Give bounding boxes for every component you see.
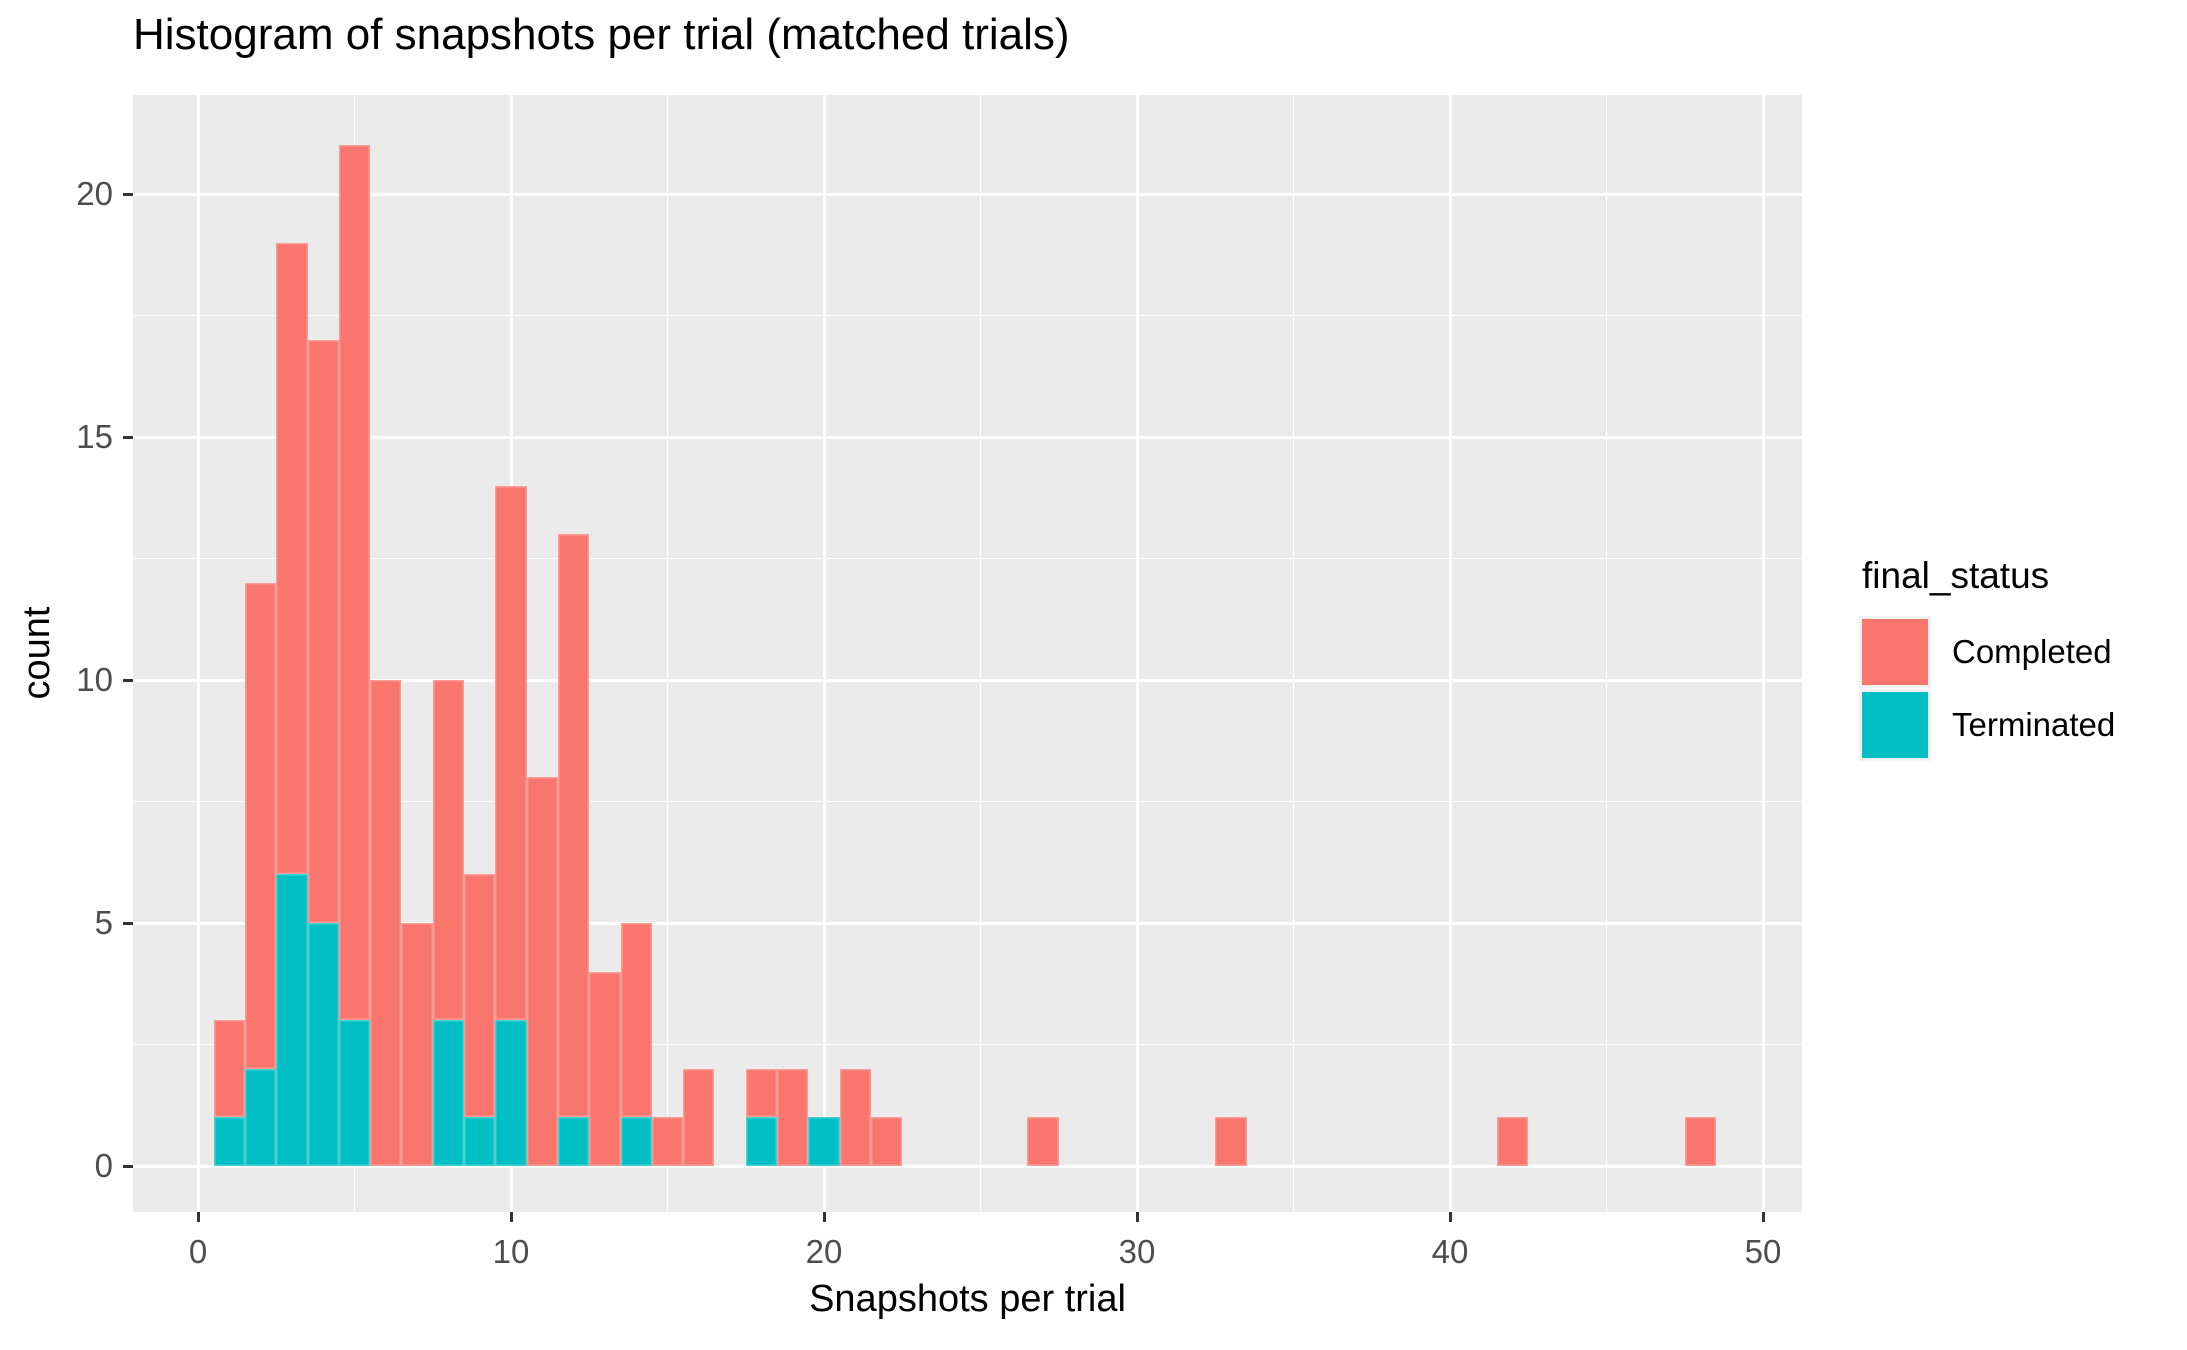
bar-completed-x5 — [338, 145, 371, 1021]
gridline-x-major — [1135, 95, 1139, 1212]
bar-completed-x18 — [745, 1068, 778, 1118]
x-axis-title: Snapshots per trial — [809, 1278, 1126, 1320]
gridline-x-minor — [1605, 95, 1608, 1212]
bar-terminated-x18 — [745, 1117, 778, 1166]
bar-terminated-x10 — [495, 1020, 527, 1166]
gridline-y-major — [133, 678, 1802, 682]
gridline-x-major — [1761, 95, 1765, 1212]
bar-completed-x4 — [307, 339, 339, 923]
legend: final_status Completed Terminated — [1859, 555, 2187, 765]
gridline-y-minor — [133, 314, 1802, 317]
x-tick-30 — [1135, 1212, 1139, 1222]
bar-completed-x33 — [1215, 1117, 1247, 1166]
gridline-x-minor — [666, 95, 669, 1212]
bar-terminated-x14 — [620, 1117, 652, 1166]
bar-completed-x22 — [870, 1117, 903, 1166]
x-tick-20 — [822, 1212, 826, 1222]
y-tick-5 — [123, 921, 133, 925]
bar-completed-x8 — [432, 680, 465, 1021]
y-tick-10 — [123, 678, 133, 682]
x-tick-40 — [1448, 1212, 1452, 1222]
gridline-x-major — [196, 95, 200, 1212]
y-tick-0 — [123, 1164, 133, 1168]
x-tick-label-40: 40 — [1431, 1233, 1469, 1270]
bar-completed-x10 — [495, 485, 527, 1021]
bar-terminated-x1 — [213, 1117, 245, 1166]
legend-entry-terminated: Terminated — [1859, 689, 2187, 761]
bar-completed-x12 — [557, 534, 590, 1118]
legend-label: Terminated — [1952, 706, 2116, 743]
gridline-x-major — [822, 95, 826, 1212]
x-tick-10 — [509, 1212, 513, 1222]
bar-completed-x3 — [276, 242, 308, 875]
gridline-y-minor — [133, 800, 1802, 803]
bar-completed-x9 — [464, 874, 496, 1118]
x-tick-0 — [196, 1212, 200, 1222]
bar-completed-x48 — [1684, 1117, 1717, 1166]
gridline-y-minor — [133, 1043, 1802, 1046]
bar-completed-x7 — [401, 923, 433, 1166]
legend-swatch-completed — [1859, 616, 1931, 688]
bar-completed-x13 — [589, 971, 621, 1166]
bar-completed-x27 — [1027, 1117, 1059, 1166]
y-tick-label-0: 0 — [94, 1147, 113, 1184]
bar-completed-x21 — [839, 1068, 871, 1166]
gridline-x-minor — [979, 95, 982, 1212]
bar-terminated-x9 — [464, 1117, 496, 1166]
y-tick-label-20: 20 — [76, 175, 113, 212]
y-tick-label-10: 10 — [76, 661, 113, 698]
y-tick-label-5: 5 — [94, 904, 113, 941]
legend-entry-completed: Completed — [1859, 616, 2187, 688]
bar-terminated-x2 — [244, 1068, 277, 1166]
gridline-y-major — [133, 921, 1802, 925]
gridline-y-major — [133, 1164, 1802, 1168]
y-tick-15 — [123, 435, 133, 439]
bar-completed-x15 — [651, 1117, 684, 1166]
bar-terminated-x5 — [338, 1020, 371, 1166]
bar-terminated-x8 — [432, 1020, 465, 1166]
x-tick-label-20: 20 — [805, 1233, 843, 1270]
bar-completed-x19 — [777, 1068, 809, 1166]
y-axis-title: count — [16, 606, 58, 700]
gridline-y-minor — [133, 557, 1802, 560]
bar-completed-x16 — [683, 1068, 715, 1166]
x-tick-label-30: 30 — [1118, 1233, 1156, 1270]
legend-label: Completed — [1952, 633, 2112, 670]
bar-terminated-x3 — [276, 874, 308, 1166]
bar-terminated-x20 — [808, 1117, 840, 1166]
y-tick-label-15: 15 — [76, 418, 113, 455]
bar-completed-x14 — [620, 923, 652, 1118]
plot-title: Histogram of snapshots per trial (matche… — [133, 10, 1070, 59]
bar-completed-x42 — [1496, 1117, 1529, 1166]
bar-completed-x2 — [244, 582, 277, 1069]
gridline-x-major — [1448, 95, 1452, 1212]
legend-swatch-terminated — [1859, 689, 1931, 761]
legend-title: final_status — [1862, 555, 2050, 596]
bar-terminated-x4 — [307, 923, 339, 1166]
x-tick-label-50: 50 — [1744, 1233, 1782, 1270]
x-tick-label-10: 10 — [492, 1233, 530, 1270]
x-tick-label-0: 0 — [188, 1233, 208, 1270]
x-tick-50 — [1761, 1212, 1765, 1222]
gridline-y-major — [133, 435, 1802, 439]
bar-completed-x1 — [213, 1020, 245, 1118]
gridline-x-minor — [1292, 95, 1295, 1212]
y-tick-20 — [123, 192, 133, 196]
gridline-y-major — [133, 192, 1802, 196]
bar-terminated-x12 — [557, 1117, 590, 1166]
plot-panel — [133, 95, 1802, 1212]
bar-completed-x11 — [526, 777, 558, 1166]
bar-completed-x6 — [370, 680, 402, 1166]
